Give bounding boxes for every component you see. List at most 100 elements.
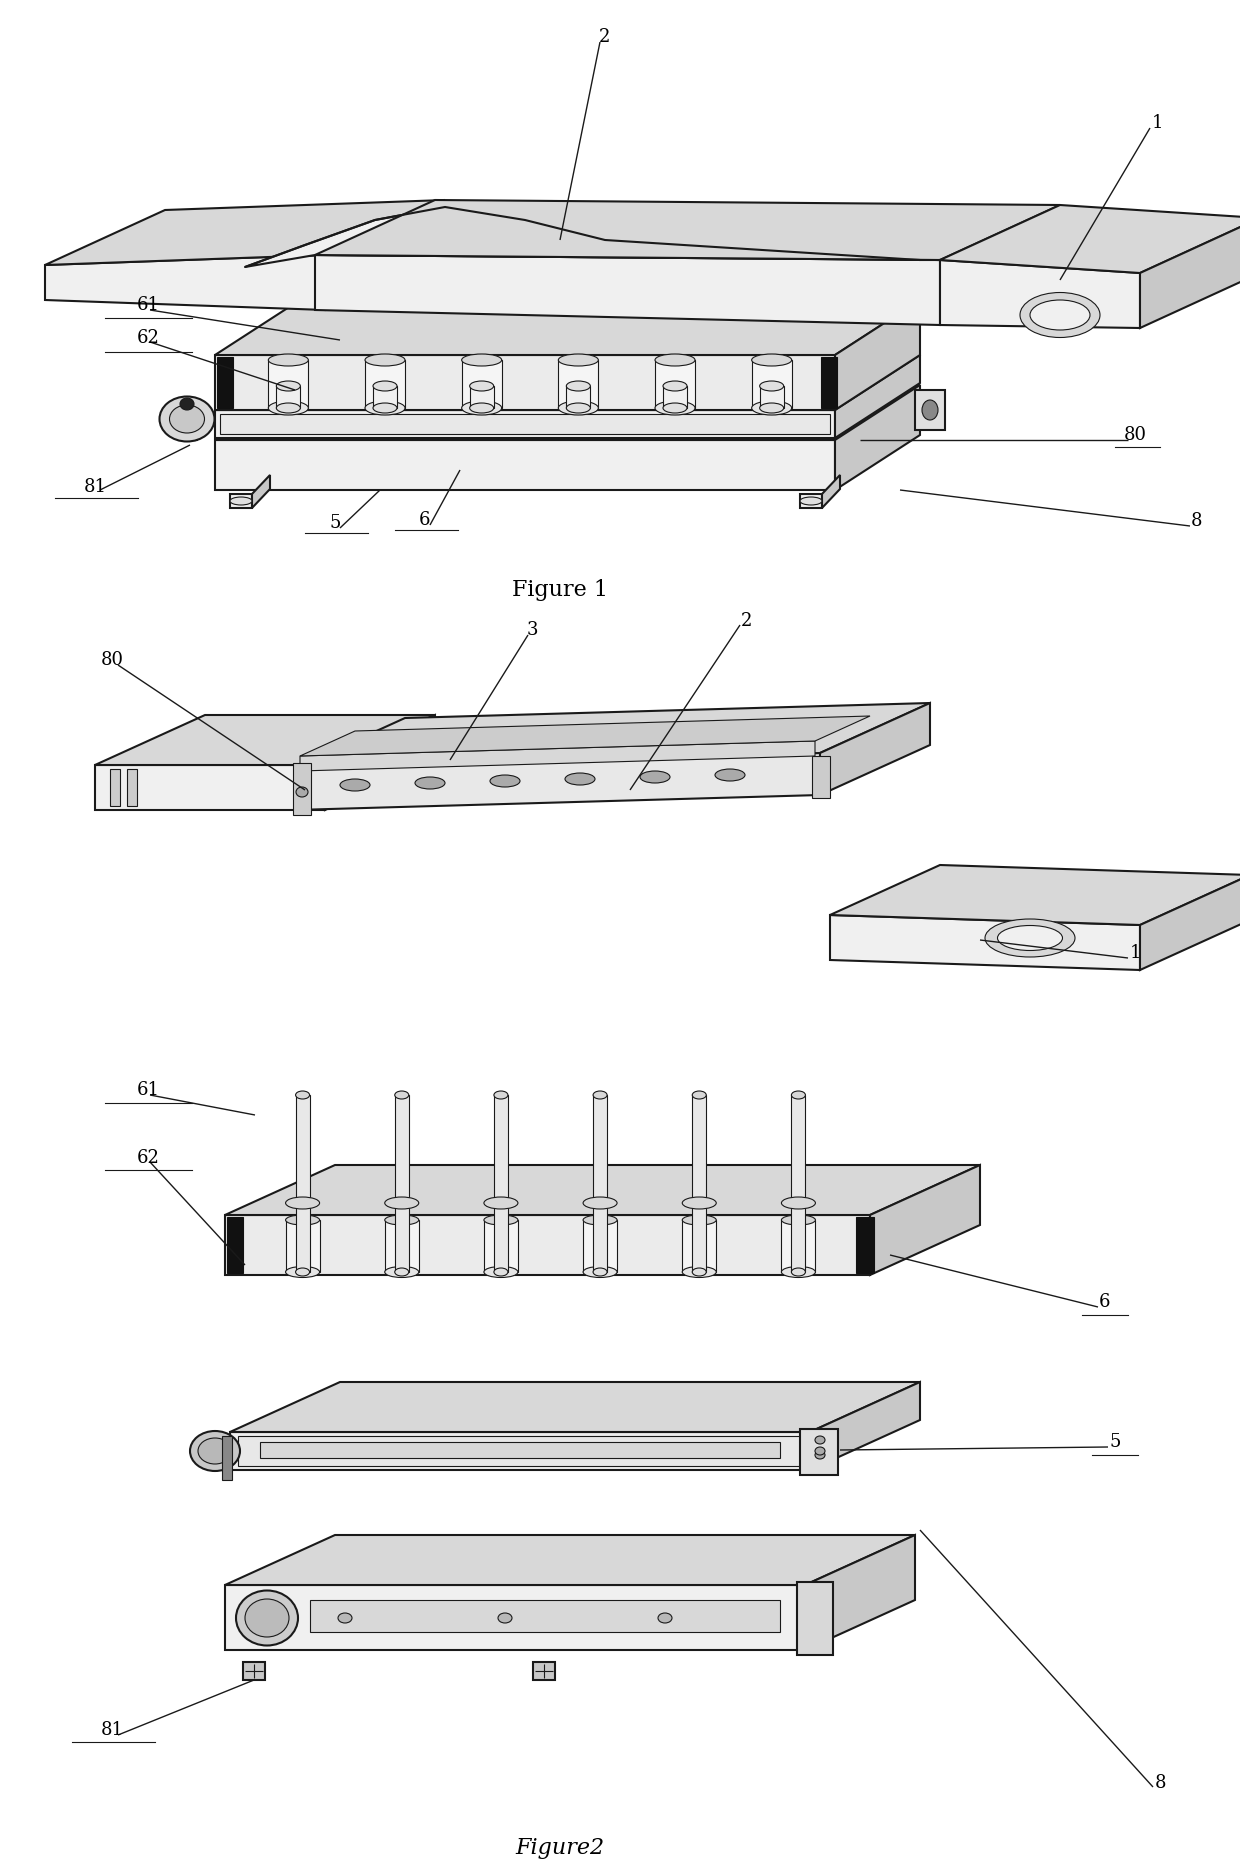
Ellipse shape: [760, 381, 784, 392]
Text: 5: 5: [1110, 1433, 1121, 1452]
Ellipse shape: [593, 1269, 608, 1276]
Ellipse shape: [800, 496, 822, 506]
Ellipse shape: [985, 918, 1075, 957]
Ellipse shape: [384, 1267, 419, 1278]
Ellipse shape: [461, 355, 502, 366]
Text: 1: 1: [1130, 944, 1141, 963]
Polygon shape: [295, 754, 820, 810]
Polygon shape: [238, 1437, 802, 1467]
Polygon shape: [215, 355, 835, 411]
Polygon shape: [45, 200, 445, 265]
Polygon shape: [1140, 218, 1240, 328]
Polygon shape: [494, 1095, 508, 1273]
Ellipse shape: [682, 1215, 717, 1224]
Polygon shape: [810, 1383, 920, 1470]
Ellipse shape: [277, 403, 300, 412]
Polygon shape: [567, 386, 590, 409]
Ellipse shape: [583, 1215, 618, 1224]
Ellipse shape: [567, 403, 590, 412]
Polygon shape: [940, 259, 1140, 328]
Polygon shape: [252, 476, 270, 508]
Polygon shape: [751, 360, 791, 409]
Polygon shape: [224, 1215, 870, 1274]
Polygon shape: [126, 769, 136, 806]
Polygon shape: [315, 200, 1060, 259]
Ellipse shape: [180, 397, 193, 411]
Polygon shape: [830, 866, 1240, 926]
Polygon shape: [229, 1383, 920, 1431]
Polygon shape: [805, 1536, 915, 1650]
Polygon shape: [835, 355, 920, 439]
Text: 6: 6: [1099, 1293, 1111, 1312]
Ellipse shape: [373, 381, 397, 392]
Polygon shape: [95, 765, 325, 810]
Ellipse shape: [415, 776, 445, 789]
Ellipse shape: [285, 1267, 320, 1278]
Text: Figure2: Figure2: [516, 1836, 605, 1859]
Ellipse shape: [484, 1215, 518, 1224]
Polygon shape: [45, 256, 325, 310]
Ellipse shape: [373, 403, 397, 412]
Polygon shape: [215, 300, 920, 355]
Polygon shape: [1140, 875, 1240, 970]
Ellipse shape: [484, 1196, 518, 1209]
Ellipse shape: [1021, 293, 1100, 338]
Ellipse shape: [170, 405, 205, 433]
Polygon shape: [95, 715, 435, 765]
Ellipse shape: [593, 1092, 608, 1099]
Ellipse shape: [558, 401, 599, 414]
Ellipse shape: [715, 769, 745, 782]
Polygon shape: [315, 256, 940, 325]
Polygon shape: [394, 1095, 409, 1273]
Ellipse shape: [285, 1196, 320, 1209]
Ellipse shape: [277, 381, 300, 392]
Text: 3: 3: [526, 621, 538, 638]
Ellipse shape: [461, 401, 502, 414]
Ellipse shape: [394, 1269, 409, 1276]
Polygon shape: [224, 1164, 980, 1215]
Ellipse shape: [682, 1267, 717, 1278]
Polygon shape: [177, 412, 197, 440]
Polygon shape: [300, 741, 815, 771]
Ellipse shape: [246, 1599, 289, 1636]
Polygon shape: [470, 386, 494, 409]
Ellipse shape: [295, 1092, 310, 1099]
Ellipse shape: [682, 1196, 717, 1209]
Polygon shape: [797, 1582, 833, 1655]
Polygon shape: [243, 1663, 265, 1679]
Ellipse shape: [365, 401, 405, 414]
Ellipse shape: [340, 778, 370, 791]
Ellipse shape: [663, 381, 687, 392]
Polygon shape: [229, 494, 252, 508]
Polygon shape: [215, 411, 835, 439]
Polygon shape: [217, 356, 233, 409]
Ellipse shape: [498, 1612, 512, 1623]
Ellipse shape: [781, 1267, 816, 1278]
Polygon shape: [246, 207, 940, 267]
Polygon shape: [215, 384, 920, 440]
Text: 61: 61: [136, 297, 160, 313]
Ellipse shape: [791, 1269, 806, 1276]
Text: 61: 61: [136, 1080, 160, 1099]
Ellipse shape: [268, 401, 309, 414]
Text: Figure 1: Figure 1: [512, 578, 608, 601]
Ellipse shape: [692, 1269, 707, 1276]
Polygon shape: [760, 386, 784, 409]
Polygon shape: [373, 386, 397, 409]
Ellipse shape: [494, 1092, 508, 1099]
Polygon shape: [365, 360, 405, 409]
Polygon shape: [229, 1431, 810, 1470]
Polygon shape: [800, 494, 822, 508]
Ellipse shape: [268, 355, 309, 366]
Polygon shape: [300, 717, 870, 756]
Ellipse shape: [655, 355, 694, 366]
Ellipse shape: [490, 774, 520, 787]
Ellipse shape: [470, 381, 494, 392]
Ellipse shape: [384, 1215, 419, 1224]
Polygon shape: [215, 355, 920, 411]
Text: 81: 81: [100, 1720, 124, 1739]
Polygon shape: [224, 1584, 805, 1650]
Ellipse shape: [484, 1267, 518, 1278]
Text: 8: 8: [1154, 1775, 1166, 1791]
Ellipse shape: [751, 401, 791, 414]
